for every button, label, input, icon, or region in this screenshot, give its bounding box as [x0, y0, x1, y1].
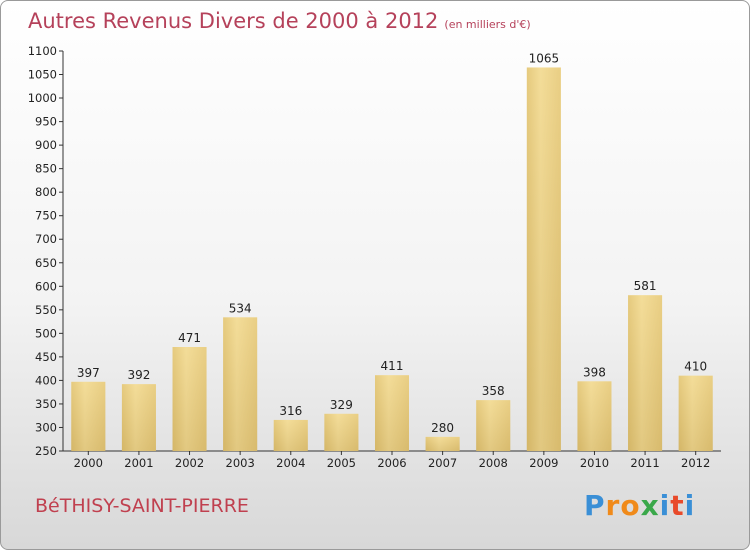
logo-letter: t — [670, 489, 685, 522]
y-tick-label: 550 — [35, 303, 57, 317]
y-tick-label: 800 — [35, 185, 57, 199]
y-tick-label: 250 — [35, 444, 57, 458]
x-tick-label: 2000 — [74, 456, 103, 470]
y-tick-label: 650 — [35, 256, 57, 270]
data-label: 329 — [330, 398, 353, 412]
city-name: BéTHISY-SAINT-PIERRE — [35, 495, 249, 517]
y-tick-label: 500 — [35, 326, 57, 340]
logo-letter: i — [659, 489, 671, 522]
bar-highlight — [223, 317, 258, 451]
bar-highlight — [628, 295, 663, 451]
chart-subtitle: (en milliers d'€) — [444, 18, 531, 31]
data-label: 410 — [684, 360, 707, 374]
x-tick-label: 2011 — [630, 456, 659, 470]
data-label: 358 — [482, 384, 505, 398]
y-tick-label: 1050 — [28, 68, 57, 82]
proxiti-logo: Proxiti — [584, 489, 695, 522]
x-tick-label: 2001 — [124, 456, 153, 470]
y-tick-label: 1100 — [28, 44, 57, 58]
y-tick-label: 400 — [35, 373, 57, 387]
logo-letter: i — [684, 489, 696, 522]
x-tick-label: 2004 — [276, 456, 305, 470]
y-tick-label: 1000 — [28, 91, 57, 105]
chart-title-text: Autres Revenus Divers de 2000 à 2012 — [28, 9, 439, 33]
x-tick-label: 2003 — [226, 456, 255, 470]
data-label: 392 — [127, 368, 150, 382]
x-tick-label: 2012 — [681, 456, 710, 470]
data-label: 398 — [583, 365, 606, 379]
y-tick-label: 600 — [35, 279, 57, 293]
bar-highlight — [577, 381, 612, 451]
y-tick-label: 950 — [35, 115, 57, 129]
y-tick-label: 750 — [35, 209, 57, 223]
data-label: 411 — [381, 359, 404, 373]
bar-highlight — [375, 375, 409, 451]
y-tick-label: 700 — [35, 232, 57, 246]
data-label: 471 — [178, 331, 201, 345]
data-label: 280 — [431, 421, 454, 435]
x-tick-label: 2005 — [327, 456, 356, 470]
x-tick-label: 2008 — [479, 456, 508, 470]
bar-highlight — [172, 347, 207, 451]
bar-highlight — [324, 413, 359, 451]
x-tick-label: 2010 — [580, 456, 609, 470]
data-label: 316 — [279, 404, 302, 418]
logo-letter: P — [584, 489, 606, 522]
x-tick-label: 2006 — [377, 456, 406, 470]
logo-letter: o — [620, 489, 641, 522]
y-tick-label: 850 — [35, 162, 57, 176]
bar-highlight — [425, 436, 460, 451]
data-label: 534 — [229, 301, 252, 315]
data-label: 1065 — [529, 51, 560, 65]
x-tick-label: 2009 — [529, 456, 558, 470]
y-tick-label: 300 — [35, 420, 57, 434]
data-label: 581 — [634, 279, 657, 293]
bar-highlight — [121, 384, 156, 451]
x-tick-label: 2002 — [175, 456, 204, 470]
logo-letter: r — [605, 489, 621, 522]
y-tick-label: 900 — [35, 138, 57, 152]
bar-highlight — [526, 67, 561, 452]
bar-highlight — [273, 419, 308, 451]
y-tick-label: 450 — [35, 350, 57, 364]
bar-highlight — [678, 375, 713, 451]
chart-title: Autres Revenus Divers de 2000 à 2012 (en … — [28, 9, 531, 33]
bar-highlight — [476, 400, 511, 451]
x-tick-label: 2007 — [428, 456, 457, 470]
y-tick-label: 350 — [35, 397, 57, 411]
bar-highlight — [71, 381, 106, 451]
data-label: 397 — [77, 366, 100, 380]
logo-letter: x — [640, 489, 660, 522]
